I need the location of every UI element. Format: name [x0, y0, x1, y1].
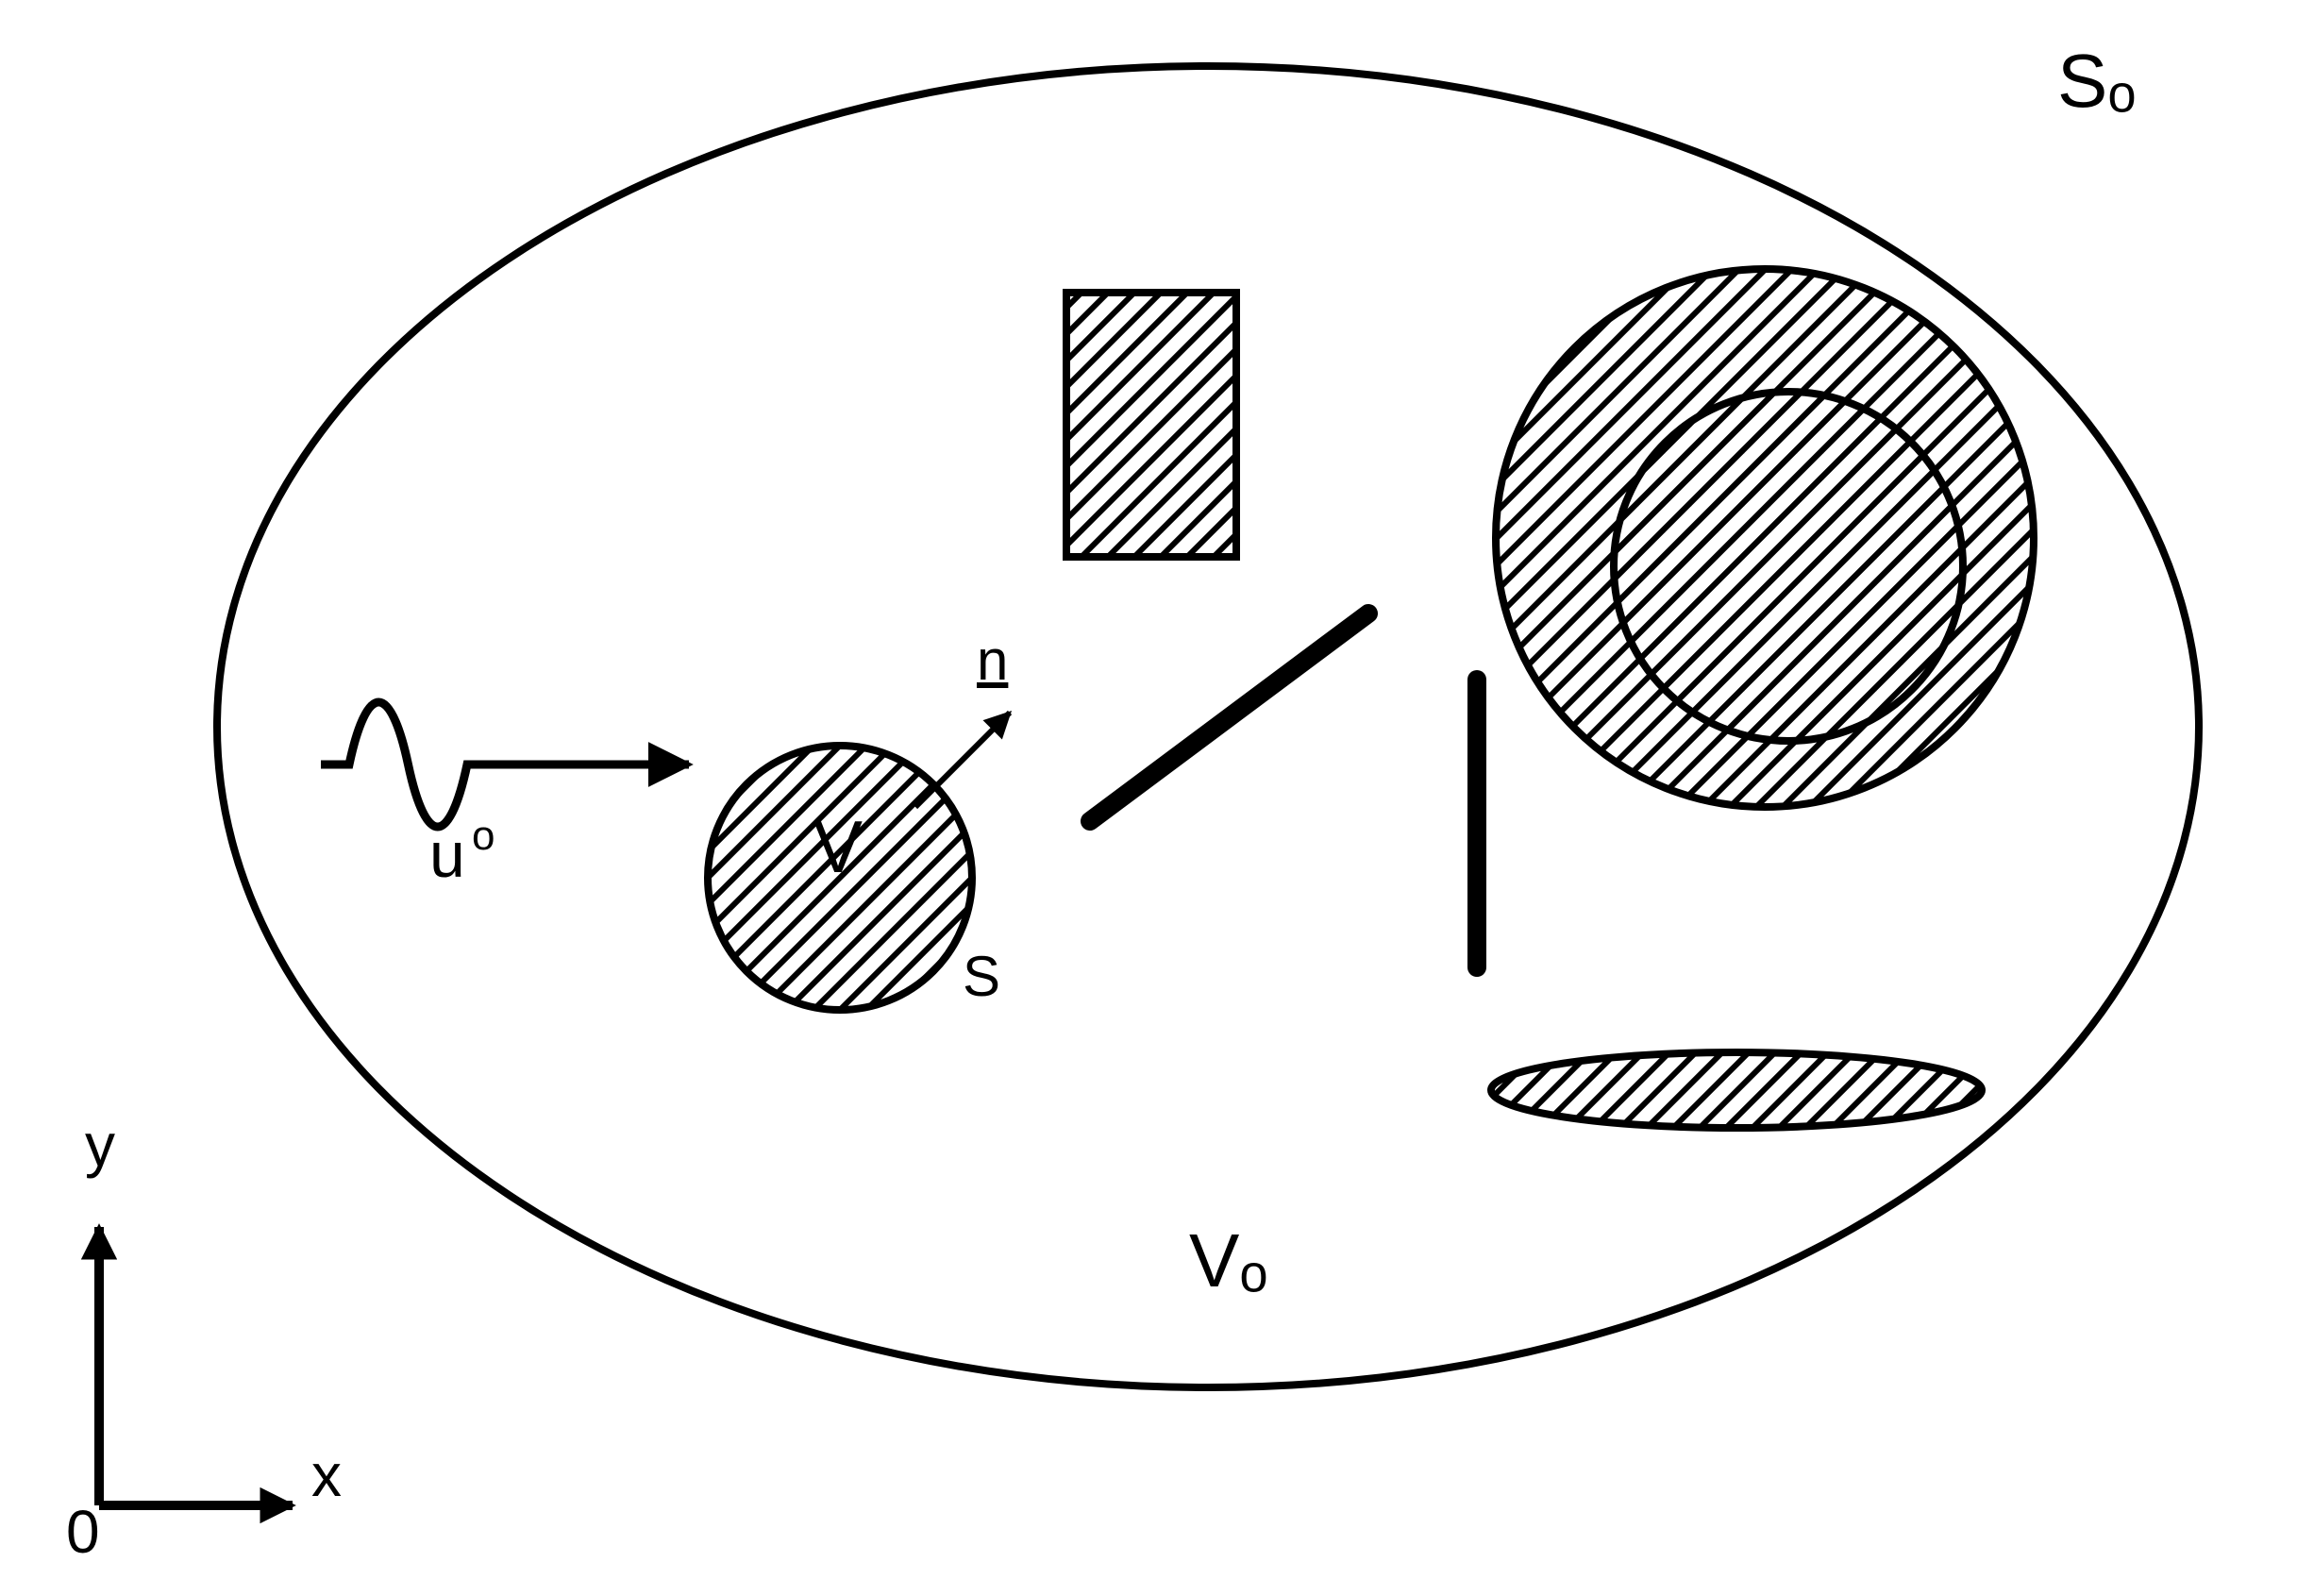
- label-V: V: [813, 804, 863, 890]
- label-zero: 0: [66, 1497, 100, 1567]
- normal-arrow-icon: [915, 713, 1010, 807]
- label-u0-base: u: [429, 819, 465, 891]
- label-x: x: [311, 1440, 342, 1510]
- flat-ellipse: [1491, 1052, 1982, 1128]
- label-S: S: [963, 944, 1000, 1009]
- rectangle-shape: [1066, 293, 1236, 557]
- label-Vo: Vₒ: [1189, 1218, 1268, 1304]
- diagonal-line: [1090, 613, 1368, 821]
- diagram-container: Sₒ Vₒ V S n u o y x 0: [0, 0, 2297, 1596]
- diagram-svg: [0, 0, 2297, 1596]
- big-circle-inner: [1614, 392, 1963, 741]
- label-So: Sₒ: [2057, 38, 2137, 125]
- label-y: y: [85, 1110, 115, 1180]
- label-u0-sup: o: [472, 813, 495, 860]
- wave-arrow-icon: [321, 702, 689, 827]
- label-n: n: [977, 628, 1008, 693]
- label-u0: u: [429, 818, 465, 892]
